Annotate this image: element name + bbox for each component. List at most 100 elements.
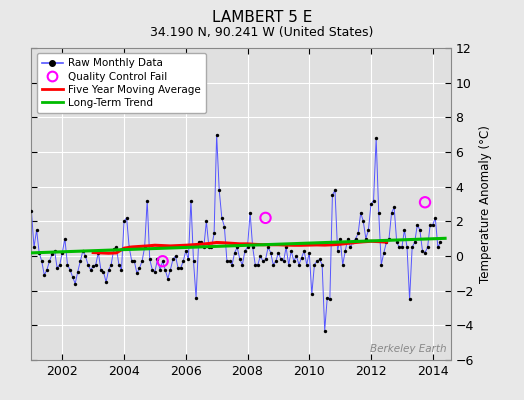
Point <box>423 244 432 250</box>
Point <box>238 262 247 268</box>
Point <box>269 262 277 268</box>
Point <box>392 239 401 245</box>
Point <box>297 254 305 261</box>
Point <box>387 210 396 216</box>
Point <box>58 249 67 256</box>
Point <box>146 256 154 263</box>
Point <box>27 208 36 214</box>
Point <box>217 215 226 221</box>
Point <box>143 197 151 204</box>
Point <box>205 244 213 250</box>
Point <box>35 249 43 256</box>
Point <box>233 244 242 250</box>
Point <box>112 244 121 250</box>
Point <box>182 248 190 254</box>
Point <box>336 236 344 242</box>
Point <box>115 262 123 268</box>
Point <box>189 258 198 264</box>
Point <box>395 244 403 250</box>
Point <box>323 294 332 301</box>
Point <box>403 244 411 250</box>
Point <box>97 267 105 273</box>
Point <box>331 187 339 193</box>
Point <box>50 248 59 254</box>
Point <box>89 263 97 270</box>
Point <box>243 244 252 250</box>
Point <box>295 262 303 268</box>
Point <box>202 218 211 224</box>
Point <box>53 265 61 271</box>
Point <box>86 267 95 273</box>
Point <box>63 262 72 268</box>
Point <box>127 258 136 264</box>
Point <box>158 258 167 264</box>
Point <box>356 210 365 216</box>
Point <box>171 253 180 259</box>
Point <box>410 239 419 245</box>
Point <box>408 244 417 250</box>
Point <box>138 258 146 264</box>
Point <box>166 267 174 273</box>
Point <box>413 222 421 228</box>
Point <box>305 249 313 256</box>
Text: Berkeley Earth: Berkeley Earth <box>370 344 446 354</box>
Legend: Raw Monthly Data, Quality Control Fail, Five Year Moving Average, Long-Term Tren: Raw Monthly Data, Quality Control Fail, … <box>37 53 206 113</box>
Point <box>380 249 388 256</box>
Point <box>341 248 350 254</box>
Point <box>66 267 74 273</box>
Point <box>375 210 383 216</box>
Point <box>110 246 118 252</box>
Point <box>318 262 326 268</box>
Point <box>92 262 100 268</box>
Point <box>192 294 200 301</box>
Point <box>385 236 393 242</box>
Point <box>197 239 205 245</box>
Point <box>99 268 107 275</box>
Point <box>32 227 41 233</box>
Point <box>436 239 445 245</box>
Point <box>398 244 406 250</box>
Point <box>169 256 177 263</box>
Point <box>287 248 296 254</box>
Point <box>248 244 257 250</box>
Text: 34.190 N, 90.241 W (United States): 34.190 N, 90.241 W (United States) <box>150 26 374 39</box>
Y-axis label: Temperature Anomaly (°C): Temperature Anomaly (°C) <box>479 125 493 283</box>
Point <box>277 256 285 263</box>
Point <box>300 248 308 254</box>
Point <box>354 230 362 237</box>
Point <box>194 239 203 245</box>
Point <box>434 244 442 250</box>
Point <box>426 222 434 228</box>
Point <box>174 265 182 271</box>
Point <box>228 262 236 268</box>
Point <box>208 244 216 250</box>
Point <box>290 258 298 264</box>
Point <box>223 258 231 264</box>
Point <box>220 223 228 230</box>
Point <box>315 256 324 263</box>
Point <box>333 248 342 254</box>
Point <box>154 256 162 263</box>
Point <box>369 197 378 204</box>
Point <box>104 267 113 273</box>
Point <box>130 258 138 264</box>
Point <box>310 262 319 268</box>
Point <box>308 291 316 297</box>
Point <box>156 267 164 273</box>
Point <box>418 248 427 254</box>
Point <box>133 270 141 276</box>
Point <box>79 248 87 254</box>
Point <box>339 262 347 268</box>
Point <box>352 236 360 242</box>
Point <box>372 135 380 141</box>
Point <box>325 296 334 302</box>
Point <box>177 265 185 271</box>
Point <box>73 268 82 275</box>
Point <box>271 258 280 264</box>
Point <box>259 258 267 264</box>
Point <box>421 199 429 206</box>
Point <box>416 227 424 233</box>
Point <box>84 262 92 268</box>
Point <box>362 236 370 242</box>
Point <box>241 248 249 254</box>
